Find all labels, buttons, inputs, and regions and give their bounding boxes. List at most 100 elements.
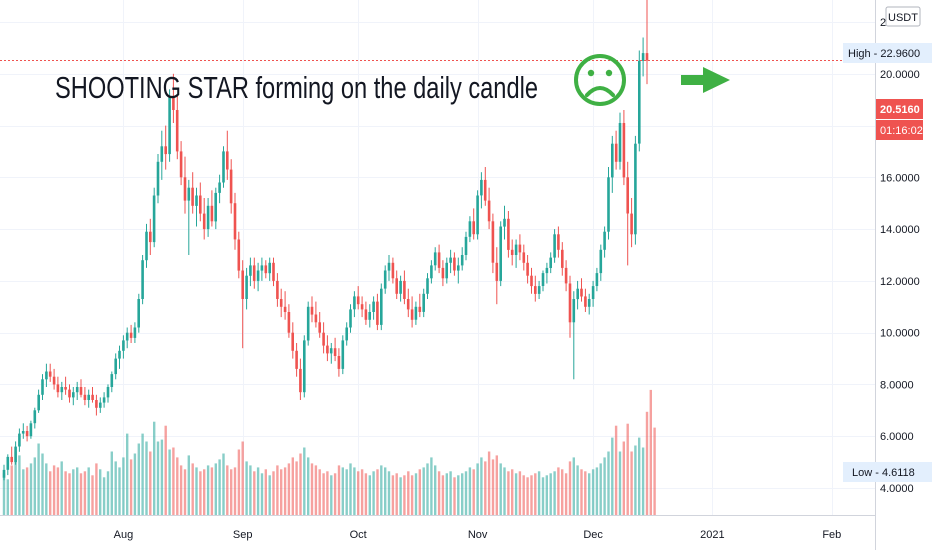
- time-tick-label: 2021: [700, 529, 724, 541]
- volume-bar: [649, 389, 652, 515]
- volume-bar: [507, 471, 510, 515]
- candle: [145, 223, 148, 268]
- candle: [83, 387, 87, 406]
- candle: [18, 428, 21, 452]
- volume-bar: [422, 467, 425, 515]
- candle: [276, 273, 279, 307]
- volume-bar: [83, 471, 87, 515]
- candle: [268, 257, 271, 281]
- candle: [483, 167, 487, 206]
- candle: [395, 270, 398, 299]
- volume-bar: [591, 469, 595, 515]
- volume-bar: [561, 469, 564, 515]
- volume-bar: [457, 475, 460, 515]
- candle: [368, 304, 371, 328]
- volume-bar: [314, 465, 318, 515]
- time-axis[interactable]: Aug Sep Oct Nov Dec 2021 Feb: [114, 529, 842, 541]
- candle: [326, 335, 329, 362]
- currency-badge[interactable]: USDT: [885, 6, 921, 27]
- candle: [60, 381, 64, 400]
- candle: [160, 130, 164, 180]
- candle: [480, 172, 483, 209]
- candle: [634, 135, 637, 245]
- candle: [599, 244, 603, 281]
- countdown-label: 01:16:02: [880, 125, 923, 137]
- volume-bar: [434, 465, 437, 515]
- volume-bar: [491, 459, 495, 515]
- candle: [279, 288, 283, 318]
- volume-bar: [310, 463, 314, 515]
- volume-bar: [230, 469, 233, 515]
- candle: [149, 218, 152, 255]
- volume-bar: [522, 475, 525, 515]
- candle: [595, 267, 599, 292]
- candle: [237, 231, 241, 279]
- volume-bar: [403, 475, 406, 515]
- candle: [68, 384, 71, 403]
- candle: [21, 423, 25, 439]
- volume-bar: [345, 469, 348, 515]
- candle: [133, 322, 137, 343]
- volume-bar: [387, 471, 391, 515]
- volume-bar: [380, 465, 383, 515]
- volume-bar: [595, 467, 599, 515]
- volume-bar: [641, 447, 645, 515]
- high-label: High - 22.9600: [848, 48, 920, 60]
- candle: [129, 324, 133, 343]
- price-axis[interactable]: 22.000020.000018.000016.000014.000012.00…: [880, 17, 920, 495]
- volume-bar: [645, 411, 649, 515]
- candle: [403, 270, 406, 305]
- volume-bar: [584, 471, 587, 515]
- volume-bar: [537, 471, 541, 515]
- candle: [518, 234, 522, 261]
- volume-bar: [114, 461, 117, 515]
- candle: [622, 110, 626, 186]
- candle: [291, 322, 294, 359]
- candle: [295, 343, 298, 377]
- volume-bar: [437, 471, 441, 515]
- candle: [618, 112, 622, 170]
- volume-bar: [364, 473, 368, 515]
- candle: [507, 211, 510, 258]
- volume-bar: [607, 451, 610, 515]
- volume-bar: [461, 473, 464, 515]
- volume-bar: [395, 473, 398, 515]
- candle: [399, 275, 402, 302]
- candle: [387, 255, 391, 281]
- candle: [329, 343, 333, 364]
- volume-bar: [307, 457, 310, 515]
- candle: [418, 293, 422, 318]
- candle: [457, 257, 460, 284]
- candle: [626, 161, 629, 266]
- volume-bar: [91, 475, 94, 515]
- volume-bar: [372, 471, 375, 515]
- candle: [603, 226, 606, 258]
- volume-bar: [249, 465, 252, 515]
- volume-bar: [253, 471, 256, 515]
- candle: [175, 94, 179, 160]
- volume-bar: [614, 425, 618, 515]
- candle: [380, 283, 383, 331]
- candle: [349, 304, 352, 333]
- volume-bar: [468, 467, 472, 515]
- volume-bar: [2, 473, 6, 515]
- volume-bar: [626, 423, 629, 515]
- volume-bar: [218, 459, 221, 515]
- candle: [137, 293, 140, 333]
- volume-bar: [568, 461, 572, 515]
- candle: [33, 407, 37, 429]
- volume-bar: [56, 467, 60, 515]
- candle: [191, 172, 194, 214]
- candle: [14, 441, 17, 465]
- volume-bar: [441, 475, 445, 515]
- volume-bars: [2, 389, 656, 515]
- time-tick-label: Dec: [583, 529, 603, 541]
- volume-bar: [472, 469, 475, 515]
- candle: [526, 255, 529, 284]
- volume-bar: [99, 469, 102, 515]
- candle: [495, 247, 499, 305]
- candle: [426, 273, 429, 299]
- volume-bar: [622, 441, 625, 515]
- candle: [449, 249, 452, 274]
